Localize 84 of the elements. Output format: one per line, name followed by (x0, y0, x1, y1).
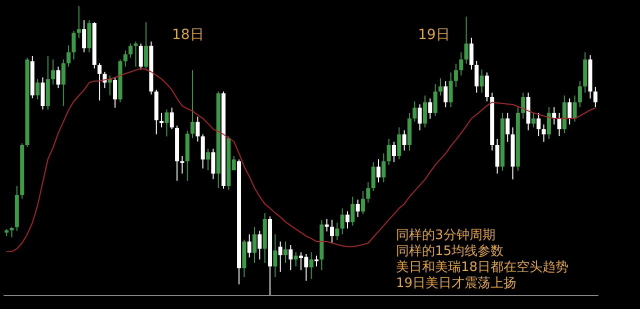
candlestick (340, 208, 344, 235)
candlestick (536, 112, 541, 137)
candlestick (438, 78, 442, 96)
candlestick (469, 37, 474, 70)
candlestick (10, 226, 14, 238)
candlestick (200, 134, 205, 169)
candlestick (506, 112, 510, 142)
candlestick (382, 152, 386, 183)
candlestick (288, 244, 293, 271)
candlestick (164, 108, 169, 137)
candlestick (444, 80, 448, 108)
candlestick (356, 199, 360, 218)
candlestick (568, 98, 572, 125)
candlestick (138, 43, 143, 70)
candlestick (402, 130, 406, 151)
candlestick (495, 138, 500, 174)
candlestick (572, 95, 577, 122)
candlestick (392, 141, 396, 163)
candlestick (371, 162, 376, 192)
candlestick (51, 58, 56, 86)
candlestick (397, 126, 402, 160)
candlestick (160, 112, 164, 128)
candlestick (418, 104, 422, 131)
candlestick (454, 63, 458, 88)
candlestick (123, 50, 128, 68)
candlestick (433, 84, 438, 116)
candlestick (366, 182, 370, 204)
candlestick (61, 58, 66, 106)
candlestick (557, 112, 562, 137)
candlestick (247, 234, 252, 258)
candlestick (531, 112, 536, 128)
candlestick (360, 190, 365, 215)
candlestick (72, 30, 76, 60)
candlestick (324, 218, 329, 232)
annotation: 同样的15均线参数 (396, 244, 504, 259)
candlestick (386, 138, 391, 166)
candlestick (345, 210, 350, 230)
candlestick (335, 222, 340, 241)
candlestick (211, 148, 216, 180)
candlestick (144, 22, 148, 69)
candlestick (180, 155, 184, 174)
candlestick (36, 78, 40, 100)
candlestick (40, 76, 45, 110)
candlestick (350, 196, 355, 226)
annotation: 美日和美瑞18日都在空头趋势 (396, 259, 569, 275)
candlestick (98, 62, 102, 102)
candlestick (330, 219, 334, 244)
candlestick (593, 86, 598, 108)
candlestick (480, 69, 484, 94)
candlestick (278, 241, 282, 272)
candlestick (170, 107, 174, 130)
annotation: 同样的3分钟周期 (396, 228, 496, 243)
candlestick (76, 6, 81, 39)
candlestick (474, 60, 479, 94)
candlestick (422, 95, 427, 128)
candlestick (542, 124, 546, 142)
candlestick (546, 106, 551, 140)
candlestick (258, 230, 262, 260)
candlestick (376, 158, 380, 183)
candlestick (66, 44, 71, 68)
candlestick (309, 252, 314, 280)
candlestick (294, 252, 298, 267)
candlestick (273, 234, 278, 278)
candlestick (459, 52, 464, 76)
candlestick (448, 72, 453, 108)
candlestick (578, 80, 582, 108)
candlestick (284, 241, 288, 264)
candlestick (56, 66, 60, 89)
candlestick (464, 16, 468, 64)
candlestick (128, 43, 133, 58)
annotation: 19日美日才震荡上扬 (396, 275, 517, 291)
candlestick (206, 148, 210, 171)
candlestick (196, 116, 200, 142)
annotation: 18日 (172, 27, 204, 43)
candlestick (252, 226, 257, 264)
candlestick (82, 20, 86, 53)
candlestick (484, 72, 489, 102)
candlestick (190, 70, 195, 139)
candlestick (412, 100, 417, 122)
annotation: 19日 (418, 27, 450, 43)
candlestick (521, 92, 526, 120)
candlestick (134, 41, 138, 68)
candlestick (428, 98, 432, 120)
candlestick (113, 76, 118, 108)
